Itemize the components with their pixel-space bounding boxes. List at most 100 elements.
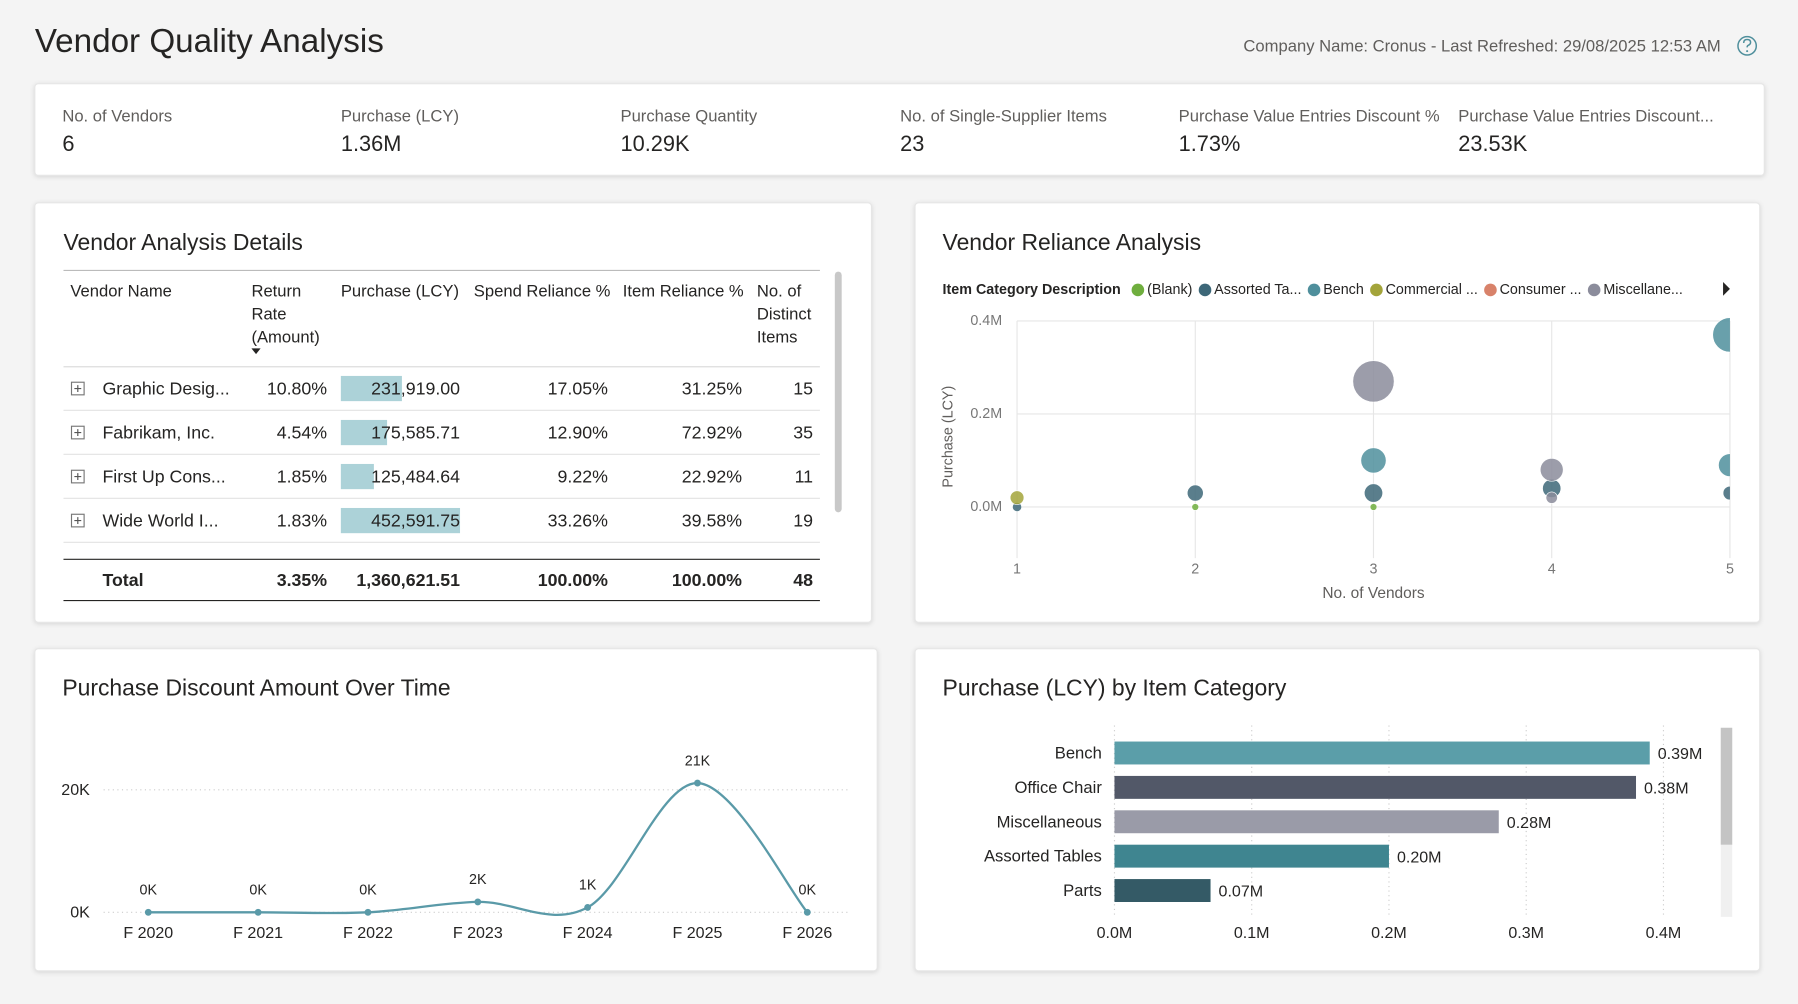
- legend-swatch: [1484, 283, 1497, 297]
- data-label: 0K: [799, 883, 817, 899]
- x-tick-label: F 2021: [233, 924, 283, 942]
- legend-label: Assorted Ta...: [1214, 282, 1301, 298]
- total-cell: 1,360,621.51: [356, 570, 460, 590]
- kpi-value: 10.29K: [620, 131, 689, 156]
- bar: [1114, 775, 1637, 799]
- x-tick-label: F 2026: [782, 924, 832, 942]
- bar: [1114, 879, 1211, 902]
- bubble: [1186, 484, 1204, 502]
- column-header: No. of: [757, 282, 802, 301]
- kpi-value: 23: [900, 131, 924, 156]
- expand-icon: [70, 513, 85, 528]
- kpi-value: 23.53K: [1458, 131, 1527, 156]
- bubble: [1539, 458, 1564, 482]
- category-label: Assorted Tables: [984, 847, 1102, 866]
- table-cell: 31.25%: [682, 379, 742, 399]
- bar-scrollbar-thumb[interactable]: [1720, 727, 1733, 845]
- line-card: [34, 648, 878, 972]
- purchase-bar: [340, 375, 402, 402]
- total-cell: 3.35%: [277, 570, 328, 590]
- expand-plus: [74, 473, 82, 480]
- point: [144, 908, 152, 916]
- legend-label: Bench: [1323, 282, 1364, 298]
- bubble: [1718, 453, 1730, 477]
- legend-label: Commercial ...: [1386, 282, 1478, 298]
- column-header: Spend Reliance %: [474, 282, 611, 301]
- kpi-label: No. of Vendors: [62, 106, 172, 125]
- table-cell: Fabrikam, Inc.: [102, 423, 214, 443]
- x-tick-label: F 2020: [123, 924, 173, 942]
- expand-plus: [74, 385, 82, 392]
- bubble: [1369, 503, 1378, 511]
- table-cell: 11: [795, 467, 813, 487]
- table-cell: Wide World I...: [102, 511, 218, 531]
- bubble: [1545, 491, 1558, 504]
- total-cell: 100.00%: [538, 570, 608, 590]
- legend-title: Item Category Description: [943, 282, 1121, 298]
- kpi-label: Purchase Value Entries Discount...: [1458, 106, 1713, 125]
- table-cell: Graphic Desig...: [102, 379, 229, 399]
- y-tick-label: 0.4M: [970, 313, 1002, 329]
- legend-swatch: [1198, 283, 1212, 297]
- column-header: Rate: [251, 305, 286, 324]
- table-cell: 231,919.00: [371, 379, 460, 399]
- data-label: 0.20M: [1397, 848, 1442, 866]
- data-label: 0K: [249, 883, 267, 899]
- table-cell: 19: [793, 511, 813, 531]
- kpi-label: Purchase (LCY): [341, 106, 459, 125]
- table-cell: First Up Cons...: [102, 467, 225, 487]
- column-header: (Amount): [251, 327, 319, 346]
- help-icon[interactable]: [1737, 35, 1758, 56]
- bubble: [1009, 490, 1025, 505]
- bubble: [1364, 483, 1383, 503]
- x-tick-label: 0.3M: [1508, 924, 1544, 942]
- expand-plus: [74, 517, 82, 525]
- bar: [1114, 810, 1499, 834]
- legend-next-arrow[interactable]: [1723, 281, 1730, 296]
- table-cell: 452,591.75: [371, 511, 460, 531]
- sort-arrow: [251, 348, 261, 355]
- chart-title: Vendor Reliance Analysis: [943, 229, 1202, 255]
- column-header: Distinct: [757, 305, 812, 324]
- bubble: [1352, 360, 1395, 403]
- table-cell: 17.05%: [548, 379, 608, 399]
- x-tick-label: 0.2M: [1371, 924, 1407, 942]
- point: [694, 779, 701, 787]
- purchase-bar: [340, 419, 388, 446]
- data-label: 1K: [579, 878, 597, 894]
- bubble: [1191, 503, 1199, 511]
- x-tick-label: F 2024: [563, 924, 613, 942]
- y-tick-label: 0.0M: [970, 499, 1002, 515]
- chart-title: Purchase (LCY) by Item Category: [943, 675, 1287, 701]
- category-label: Parts: [1063, 881, 1102, 900]
- x-tick-label: 0.1M: [1234, 924, 1270, 942]
- total-cell: 100.00%: [672, 570, 742, 590]
- point: [474, 898, 482, 906]
- expand-icon: [70, 469, 85, 484]
- kpi-label: Purchase Value Entries Discount %: [1179, 106, 1440, 125]
- table-cell: 9.22%: [558, 467, 609, 487]
- column-header: Item Reliance %: [623, 282, 744, 301]
- page-title: Vendor Quality Analysis: [35, 23, 384, 60]
- table-cell: 15: [793, 379, 813, 399]
- point: [254, 908, 262, 916]
- bubble: [1712, 317, 1730, 353]
- y-tick-label: 20K: [61, 781, 90, 799]
- column-header: Items: [757, 327, 798, 346]
- data-label: 0.28M: [1507, 814, 1552, 832]
- category-label: Office Chair: [1014, 778, 1102, 797]
- point: [584, 903, 592, 911]
- y-tick-label: 0.2M: [970, 406, 1002, 422]
- refresh-info: Company Name: Cronus - Last Refreshed: 2…: [1243, 36, 1720, 55]
- category-label: Bench: [1055, 744, 1102, 763]
- kpi-value: 1.73%: [1179, 131, 1241, 156]
- category-label: Miscellaneous: [997, 812, 1102, 831]
- table-scrollbar[interactable]: [834, 271, 842, 513]
- x-tick-label: 1: [1013, 562, 1021, 578]
- x-tick-label: 4: [1548, 562, 1556, 578]
- data-label: 0.38M: [1644, 780, 1689, 798]
- bar: [1114, 844, 1389, 868]
- kpi-label: No. of Single-Supplier Items: [900, 106, 1107, 125]
- scatter-card: [914, 202, 1761, 623]
- table-cell: 33.26%: [548, 511, 608, 531]
